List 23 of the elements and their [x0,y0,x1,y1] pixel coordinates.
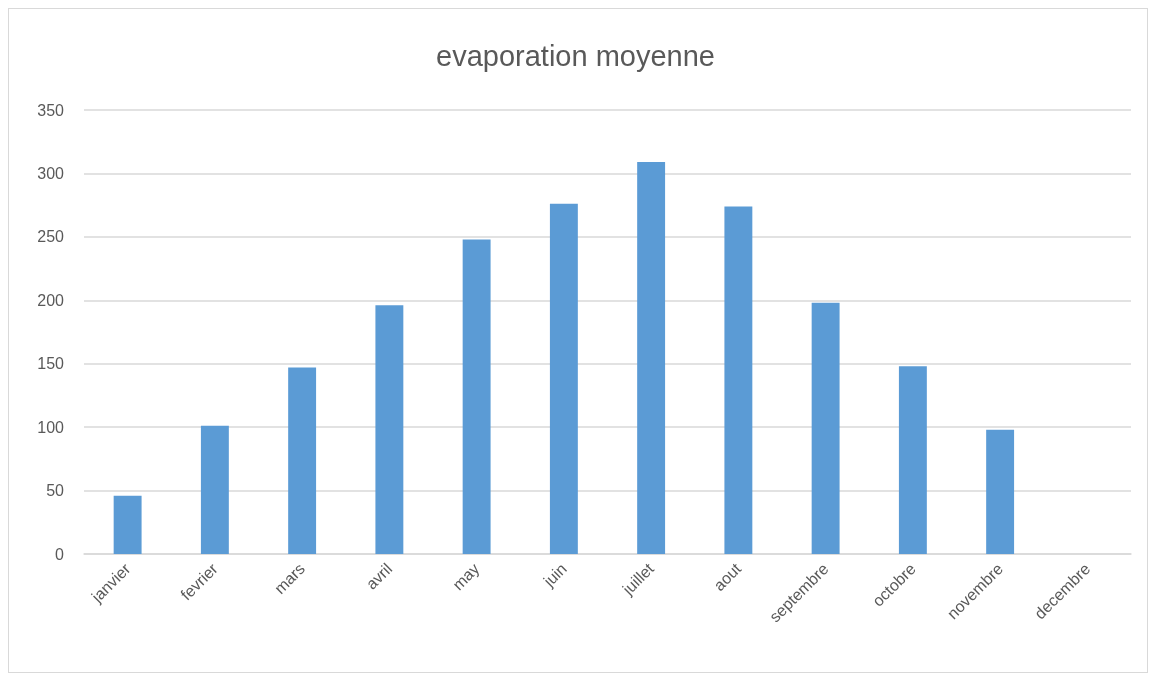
bar [637,162,666,554]
bar [288,367,317,554]
y-tick-label: 150 [37,355,65,373]
bar [986,429,1015,554]
y-tick-label: 50 [46,482,65,500]
x-tick-label: aout [710,559,745,595]
y-tick-label: 200 [37,291,65,309]
bar [898,366,927,554]
x-tick-label: juin [539,559,570,591]
bar [200,425,229,554]
y-tick-label: 300 [37,164,65,182]
y-tick-label: 100 [37,418,65,436]
bar [724,206,753,554]
bar [811,302,840,554]
bar [375,305,404,554]
chart-title: evaporation moyenne [436,39,715,72]
bar [113,495,142,554]
y-tick-label: 250 [37,228,65,246]
y-tick-label: 0 [55,545,65,563]
y-tick-label: 350 [37,101,65,119]
bar [462,239,491,554]
bar [549,203,578,554]
x-tick-label: may [449,559,483,594]
